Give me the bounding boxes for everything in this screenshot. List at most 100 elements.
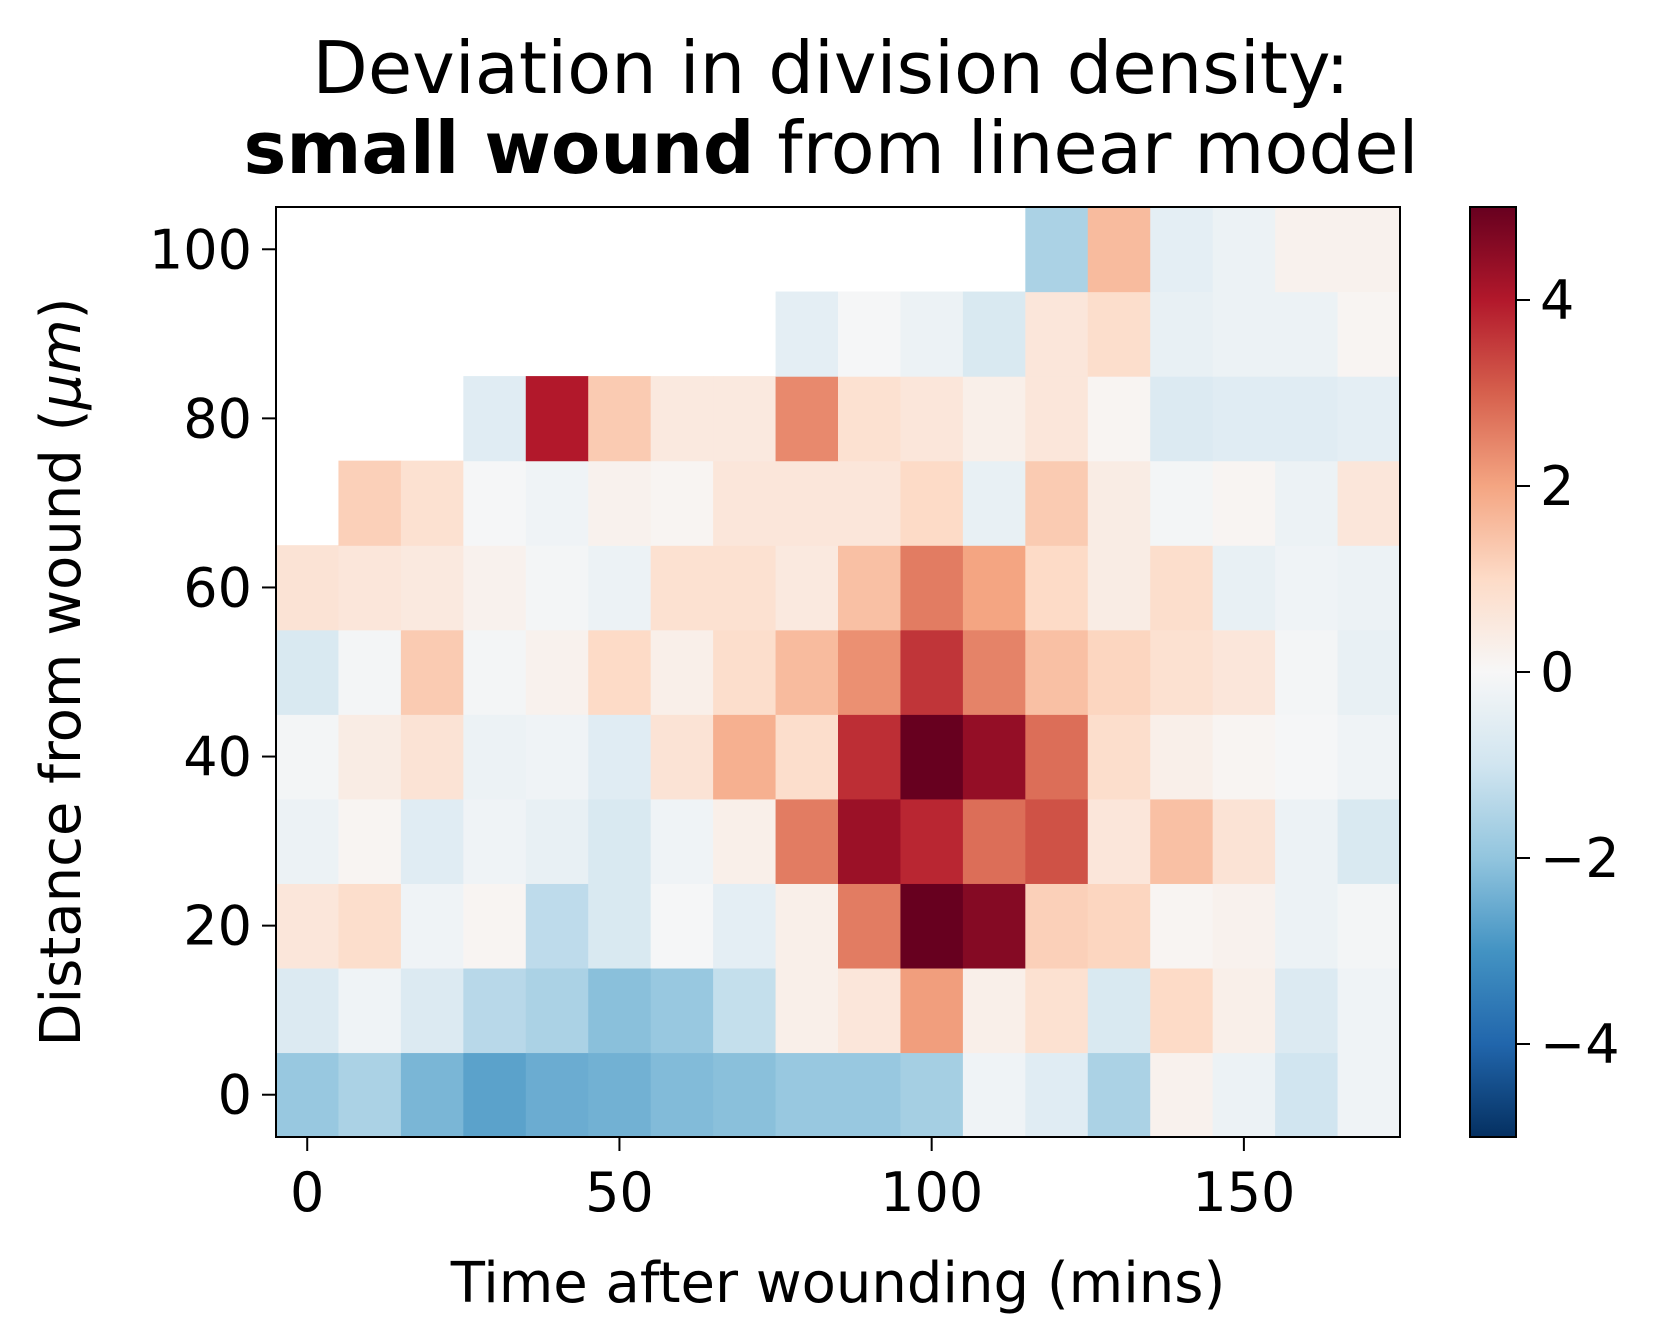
- heatmap-cell: [588, 883, 652, 969]
- heatmap-cell: [276, 545, 340, 631]
- colorbar-tick-label: 2: [1540, 455, 1574, 518]
- heatmap-cell: [1275, 883, 1339, 969]
- heatmap-cell: [838, 798, 902, 884]
- heatmap-cell: [650, 967, 714, 1054]
- heatmap-cell: [838, 376, 902, 462]
- heatmap-cell: [1025, 291, 1089, 377]
- heatmap-cell: [400, 967, 464, 1054]
- heatmap-cell: [900, 545, 964, 631]
- colorbar-tick-label: −2: [1540, 827, 1620, 890]
- y-tick-label: 40: [183, 726, 252, 789]
- heatmap-cell: [1275, 967, 1339, 1054]
- heatmap-cell: [900, 460, 964, 546]
- heatmap-cell: [900, 798, 964, 884]
- heatmap-cell: [463, 798, 527, 884]
- heatmap-cell: [525, 714, 589, 800]
- heatmap-cell: [1150, 1052, 1214, 1138]
- y-axis-label-close: ): [29, 297, 94, 319]
- heatmap-cell: [1275, 714, 1339, 800]
- heatmap-cell: [276, 629, 340, 715]
- heatmap-cell: [1025, 798, 1089, 884]
- heatmap-cell: [1275, 545, 1339, 631]
- heatmap-cell: [962, 798, 1026, 884]
- heatmap-cell: [463, 1052, 527, 1138]
- y-tick-label: 20: [183, 895, 252, 958]
- heatmap-cell: [1087, 629, 1151, 715]
- heatmap-cell: [900, 967, 964, 1054]
- x-axis-label: Time after wounding (mins): [450, 1251, 1226, 1316]
- x-axis: 0 50 100 150: [290, 1137, 1295, 1224]
- heatmap-cell: [650, 629, 714, 715]
- heatmap-cell: [276, 798, 340, 884]
- heatmap-cell: [338, 1052, 402, 1138]
- heatmap-cell: [1212, 883, 1276, 969]
- heatmap-cell: [1212, 629, 1276, 715]
- heatmap-cell: [338, 629, 402, 715]
- heatmap-cell: [1337, 967, 1401, 1054]
- heatmap-cell: [1212, 460, 1276, 546]
- heatmap-cell: [1150, 376, 1214, 462]
- heatmap-cell: [1337, 376, 1401, 462]
- x-tick-label: 100: [880, 1161, 983, 1224]
- heatmap-cell: [400, 1052, 464, 1138]
- colorbar-tick-label: 0: [1540, 641, 1574, 704]
- heatmap-cell: [713, 967, 777, 1054]
- x-tick-label: 150: [1192, 1161, 1295, 1224]
- heatmap-cell: [1087, 1052, 1151, 1138]
- heatmap-cell: [1337, 714, 1401, 800]
- heatmap-cell: [650, 798, 714, 884]
- heatmap-cell: [1087, 967, 1151, 1054]
- heatmap-cell: [1025, 376, 1089, 462]
- heatmap-cell: [1212, 545, 1276, 631]
- heatmap-cell: [650, 1052, 714, 1138]
- heatmap-cell: [525, 460, 589, 546]
- chart-title-bold: small wound: [243, 106, 755, 190]
- heatmap-cell: [1025, 545, 1089, 631]
- heatmap-cell: [900, 291, 964, 377]
- heatmap-cell: [463, 967, 527, 1054]
- heatmap-cell: [1275, 798, 1339, 884]
- heatmap-cell: [338, 545, 402, 631]
- colorbar-axis: −4 −2 0 2 4: [1516, 269, 1620, 1076]
- heatmap-cell: [525, 1052, 589, 1138]
- heatmap-cell: [463, 883, 527, 969]
- heatmap-cell: [1025, 967, 1089, 1054]
- heatmap-cell: [400, 460, 464, 546]
- heatmap-cell: [400, 798, 464, 884]
- heatmap-cell: [962, 967, 1026, 1054]
- heatmap-cell: [400, 545, 464, 631]
- heatmap-cell: [838, 967, 902, 1054]
- heatmap-cell: [1087, 460, 1151, 546]
- heatmap-cell: [775, 883, 839, 969]
- heatmap-cell: [463, 629, 527, 715]
- heatmap-cell: [962, 883, 1026, 969]
- heatmap-cell: [713, 460, 777, 546]
- heatmap-cell: [1025, 883, 1089, 969]
- colorbar: [1469, 206, 1517, 1138]
- heatmap-cell: [525, 798, 589, 884]
- heatmap-cell: [713, 714, 777, 800]
- heatmap-cell: [650, 376, 714, 462]
- y-axis-label-text: Distance from wound (: [29, 410, 94, 1047]
- heatmap-cell: [463, 376, 527, 462]
- colorbar-tick-label: 4: [1540, 269, 1574, 332]
- heatmap-cell: [775, 376, 839, 462]
- y-tick-label: 80: [183, 387, 252, 450]
- heatmap-cell: [1337, 545, 1401, 631]
- heatmap-cell: [1337, 207, 1401, 293]
- heatmap-cell: [900, 883, 964, 969]
- heatmap-cell: [1275, 291, 1339, 377]
- heatmap-cell: [775, 629, 839, 715]
- heatmap-cell: [1337, 798, 1401, 884]
- heatmap-cell: [338, 714, 402, 800]
- heatmap-cell: [1087, 798, 1151, 884]
- heatmap-cell: [1275, 629, 1339, 715]
- heatmap-cell: [1087, 545, 1151, 631]
- heatmap-cells: [276, 207, 1401, 1138]
- heatmap-cell: [338, 967, 402, 1054]
- heatmap-cell: [276, 1052, 340, 1138]
- heatmap-cell: [525, 883, 589, 969]
- heatmap-cell: [775, 1052, 839, 1138]
- heatmap-cell: [588, 1052, 652, 1138]
- heatmap-cell: [588, 629, 652, 715]
